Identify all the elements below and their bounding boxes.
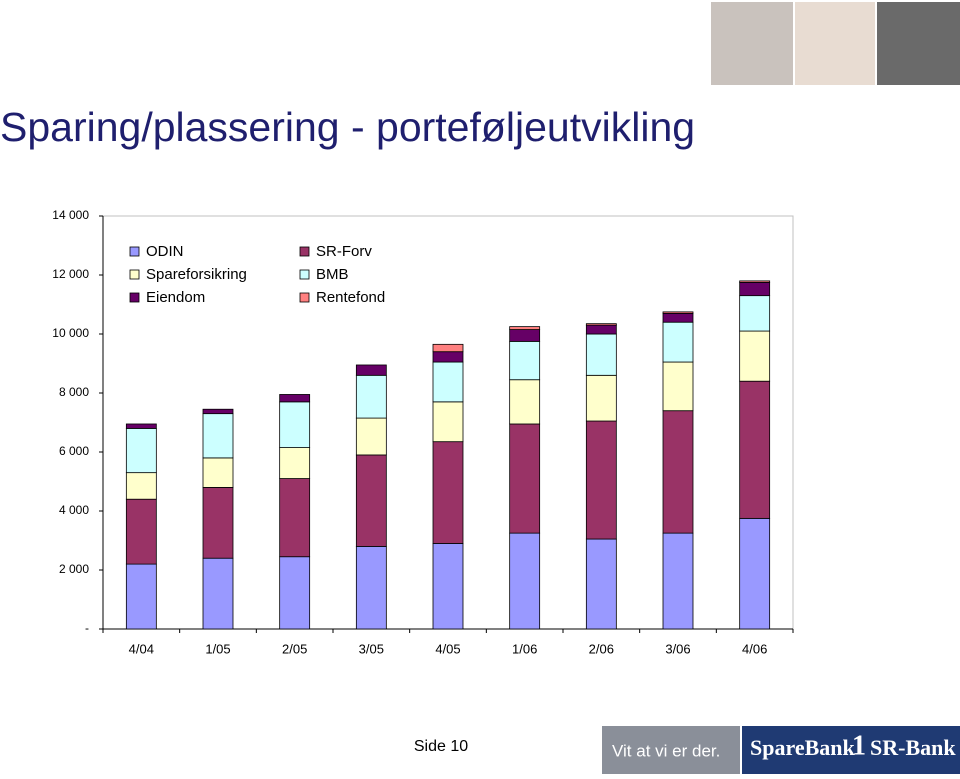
y-tick-label: 12 000 (52, 267, 89, 281)
legend-swatch (129, 269, 140, 280)
brand-left: SpareBank (750, 735, 856, 760)
bar-segment (279, 556, 311, 630)
slogan-box (602, 726, 740, 774)
legend-swatch (129, 292, 140, 303)
bar-segment (202, 557, 234, 630)
brand-mid: 1 (852, 730, 866, 761)
bar-segment (662, 361, 694, 412)
legend-swatch (129, 246, 140, 257)
x-tick-label: 3/06 (665, 641, 690, 656)
photo-woman (795, 2, 875, 85)
bar-segment (509, 423, 541, 534)
bar-segment (662, 312, 694, 323)
bar-segment (432, 401, 464, 443)
legend-label: SR-Forv (316, 243, 372, 260)
bar-segment (509, 340, 541, 381)
bar-segment (509, 329, 541, 342)
y-tick-label: 10 000 (52, 326, 89, 340)
bar-segment (585, 374, 617, 422)
chart-title: Sparing/plassering - porteføljeutvikling (0, 104, 695, 150)
legend-swatch (299, 246, 310, 257)
bar-segment (202, 408, 234, 415)
brand-box (742, 726, 960, 774)
bar-segment (662, 311, 694, 314)
page-number: Side 10 (414, 738, 468, 755)
x-tick-label: 4/05 (435, 641, 460, 656)
bar-segment (279, 394, 311, 403)
bar-segment (279, 401, 311, 448)
bar-segment (355, 374, 387, 419)
bar-segment (125, 423, 157, 429)
bar-segment (432, 543, 464, 630)
y-tick-label: - (85, 621, 89, 635)
bar-segment (432, 441, 464, 544)
bar-segment (432, 343, 464, 353)
bar-segment (585, 323, 617, 326)
photo-hand (877, 2, 960, 85)
brand-right: SR-Bank (870, 735, 956, 760)
y-tick-label: 6 000 (59, 444, 89, 458)
bar-segment (585, 324, 617, 335)
x-tick-label: 2/05 (282, 641, 307, 656)
bar-segment (202, 413, 234, 459)
bar-segment (279, 447, 311, 479)
bar-segment (509, 379, 541, 425)
x-tick-label: 4/04 (129, 641, 154, 656)
bar-segment (355, 364, 387, 376)
bar-segment (739, 330, 771, 382)
legend-label: ODIN (146, 243, 184, 260)
bar-segment (739, 380, 771, 519)
bar-segment (355, 454, 387, 547)
legend-label: BMB (316, 266, 349, 283)
y-tick-label: 14 000 (52, 208, 89, 222)
legend-label: Rentefond (316, 289, 385, 306)
bar-segment (662, 321, 694, 363)
bar-segment (279, 478, 311, 558)
bar-segment (739, 280, 771, 283)
bar-segment (432, 351, 464, 363)
bar-segment (125, 563, 157, 630)
logo-image (711, 2, 793, 85)
legend-label: Spareforsikring (146, 266, 247, 283)
x-tick-label: 1/06 (512, 641, 537, 656)
y-tick-label: 8 000 (59, 385, 89, 399)
bar-segment (432, 361, 464, 403)
bar-segment (125, 427, 157, 474)
legend-swatch (299, 292, 310, 303)
slogan: Vit at vi er der. (612, 741, 720, 760)
bar-segment (509, 532, 541, 630)
bar-segment (125, 498, 157, 565)
x-tick-label: 2/06 (589, 641, 614, 656)
bar-segment (355, 546, 387, 630)
legend-label: Eiendom (146, 289, 205, 306)
bar-segment (739, 281, 771, 297)
bar-segment (739, 295, 771, 332)
y-tick-label: 4 000 (59, 503, 89, 517)
bar-segment (585, 420, 617, 540)
bar-segment (355, 417, 387, 456)
bar-segment (202, 457, 234, 488)
bar-segment (585, 538, 617, 630)
x-tick-label: 1/05 (205, 641, 230, 656)
legend-swatch (299, 269, 310, 280)
bar-segment (202, 486, 234, 559)
bar-segment (739, 517, 771, 630)
y-tick-label: 2 000 (59, 562, 89, 576)
x-tick-label: 3/05 (359, 641, 384, 656)
bar-segment (509, 326, 541, 330)
bar-segment (125, 472, 157, 500)
bar-segment (585, 333, 617, 376)
bar-segment (662, 410, 694, 534)
x-tick-label: 4/06 (742, 641, 767, 656)
bar-segment (662, 532, 694, 630)
